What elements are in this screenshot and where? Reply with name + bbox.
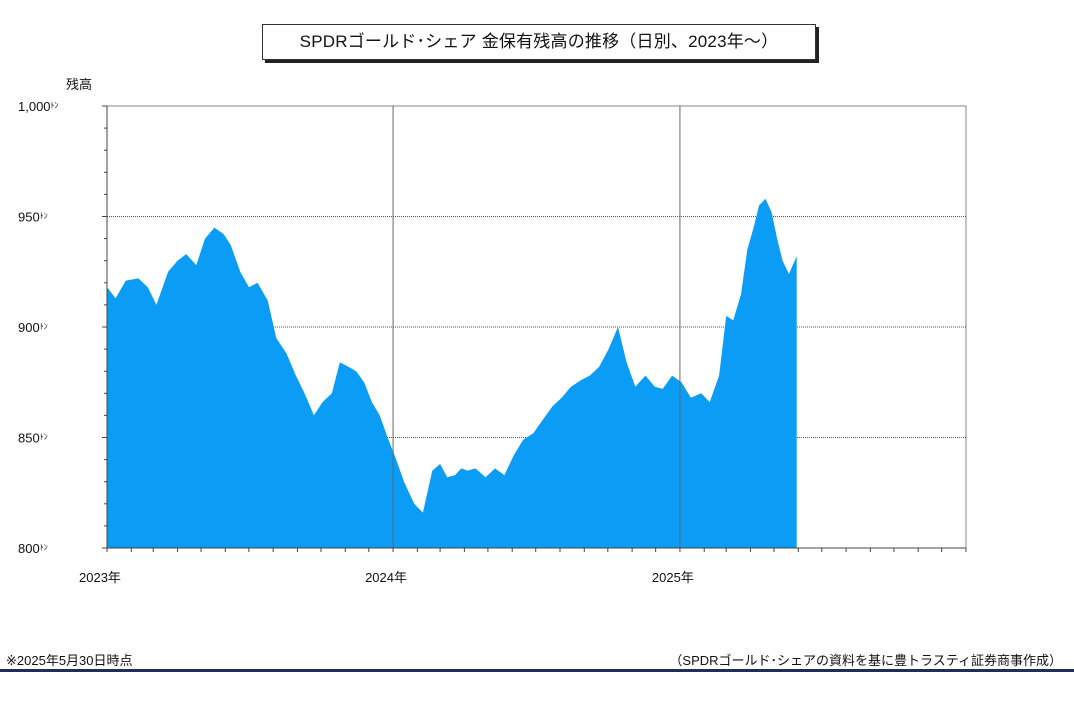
x-tick-label: 2023年 — [79, 570, 121, 585]
y-tick-label: 900ﾄﾝ — [18, 320, 48, 335]
x-tick-label: 2025年 — [652, 570, 694, 585]
x-tick-label: 2024年 — [365, 570, 407, 585]
bottom-rule — [0, 669, 1074, 672]
source-note: （SPDRゴールド･シェアの資料を基に豊トラスティ証券商事作成） — [669, 653, 1062, 668]
y-tick-unit: ﾄﾝ — [40, 322, 48, 331]
y-tick-label: 950ﾄﾝ — [18, 210, 48, 225]
area-series — [107, 198, 797, 549]
y-tick-unit: ﾄﾝ — [40, 543, 48, 552]
y-tick-label: 1,000ﾄﾝ — [18, 99, 59, 114]
y-tick-value: 950 — [18, 210, 40, 225]
y-tick-value: 900 — [18, 320, 40, 335]
y-tick-unit: ﾄﾝ — [40, 433, 48, 442]
y-tick-unit: ﾄﾝ — [51, 101, 59, 110]
y-tick-value: 800 — [18, 541, 40, 556]
y-tick-unit: ﾄﾝ — [40, 212, 48, 221]
y-tick-value: 1,000 — [18, 99, 51, 114]
y-tick-label: 800ﾄﾝ — [18, 541, 48, 556]
footnote: ※2025年5月30日時点 — [6, 653, 133, 668]
y-tick-label: 850ﾄﾝ — [18, 431, 48, 446]
chart-title: SPDRゴールド･シェア 金保有残高の推移（日別、2023年～） — [262, 24, 816, 60]
y-tick-value: 850 — [18, 431, 40, 446]
y-axis-label: 残高 — [66, 77, 93, 92]
